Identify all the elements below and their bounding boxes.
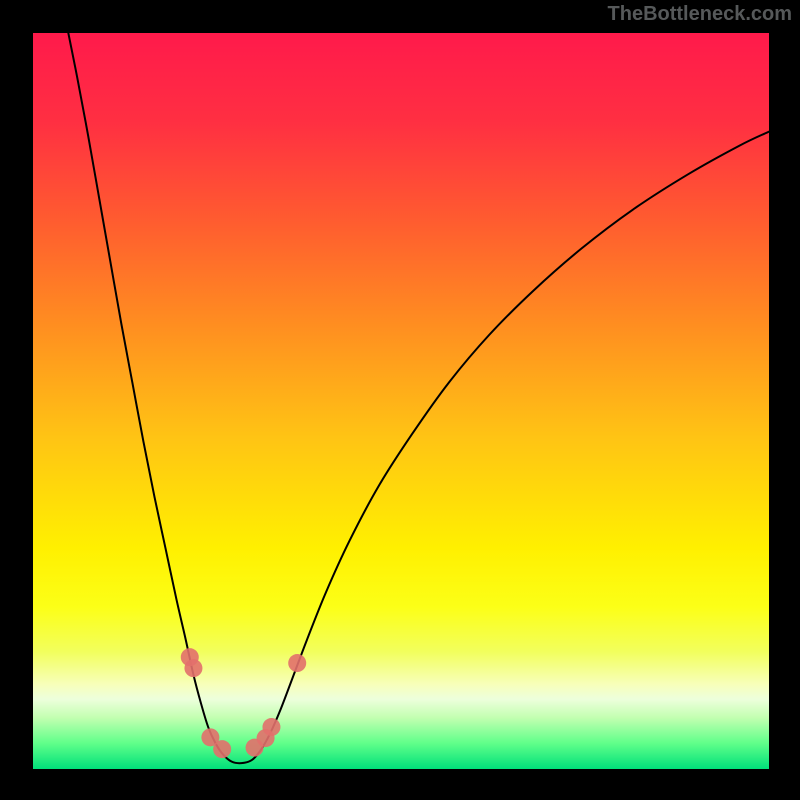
marker-dot: [288, 654, 306, 672]
marker-dot: [213, 740, 231, 758]
gradient-background: [33, 33, 769, 769]
marker-dot: [184, 659, 202, 677]
marker-dot: [262, 718, 280, 736]
chart-plot: [33, 33, 769, 769]
watermark-text: TheBottleneck.com: [608, 3, 792, 26]
